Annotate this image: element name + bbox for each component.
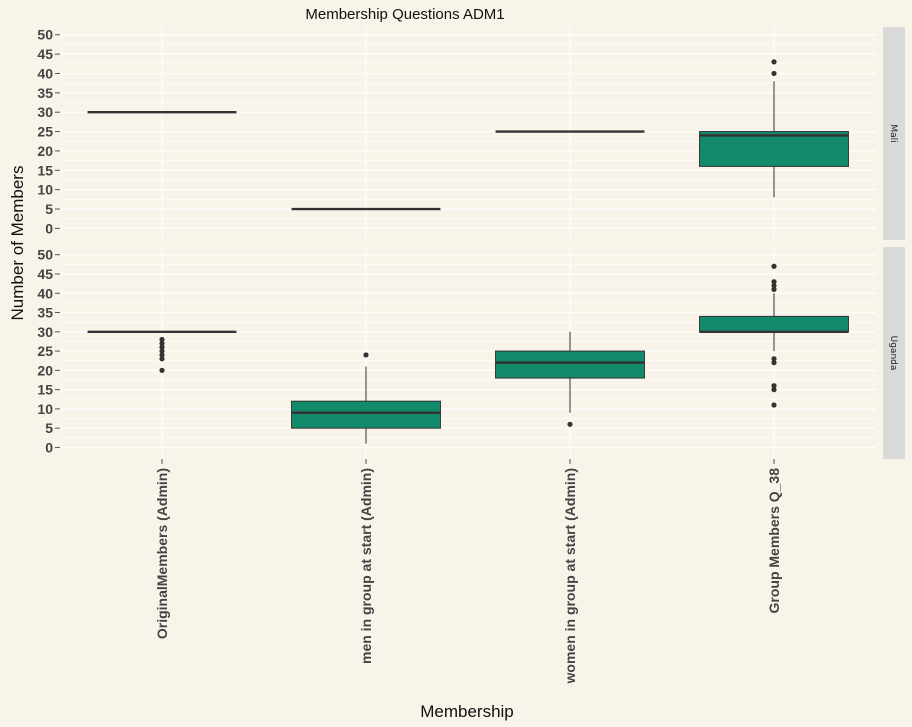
outlier-point — [771, 387, 777, 393]
y-tick-label: 5 — [45, 420, 53, 436]
y-tick-label: 0 — [45, 220, 53, 236]
y-tick-label: 10 — [37, 401, 53, 417]
facet-strip — [883, 247, 905, 459]
y-tick-label: 20 — [37, 362, 53, 378]
outlier-point — [159, 344, 165, 350]
y-tick-label: 50 — [37, 247, 53, 263]
y-tick-label: 40 — [37, 285, 53, 301]
outlier-point — [567, 421, 573, 427]
box-uganda-0 — [87, 330, 237, 373]
outlier-point — [771, 383, 777, 389]
y-axis-title: Number of Members — [8, 166, 27, 321]
box-mali-3 — [699, 59, 849, 198]
y-tick-label: 15 — [37, 162, 53, 178]
y-tick-label: 30 — [37, 324, 53, 340]
y-tick-label: 45 — [37, 46, 53, 62]
box-uganda-1 — [291, 352, 441, 444]
y-tick-label: 0 — [45, 439, 53, 455]
y-tick-label: 10 — [37, 182, 53, 198]
outlier-point — [771, 279, 777, 285]
y-tick-label: 50 — [37, 27, 53, 43]
outlier-point — [159, 336, 165, 343]
outlier-point — [771, 402, 777, 408]
outlier-point — [159, 340, 165, 346]
outlier-point — [771, 360, 777, 366]
outlier-point — [771, 70, 777, 77]
box-iqr — [495, 350, 645, 379]
y-tick-label: 5 — [45, 201, 53, 217]
panel-background — [60, 247, 876, 459]
chart-title: Membership Questions ADM1 — [305, 6, 504, 23]
x-axis-title: Membership — [420, 702, 514, 721]
y-tick-label: 20 — [37, 143, 53, 159]
y-tick-label: 25 — [37, 343, 53, 359]
y-tick-label: 15 — [37, 382, 53, 398]
box-uganda-3 — [699, 263, 849, 408]
outlier-point — [159, 352, 165, 358]
outlier-point — [363, 352, 369, 358]
outlier-point — [159, 367, 165, 373]
box-iqr — [291, 400, 441, 429]
y-tick-label: 35 — [37, 305, 53, 321]
facet-strip — [883, 27, 905, 240]
y-tick-label: 35 — [37, 85, 53, 101]
box-uganda-2 — [495, 331, 645, 427]
y-tick-label: 30 — [37, 104, 53, 120]
y-tick-label: 40 — [37, 65, 53, 81]
y-tick-label: 25 — [37, 124, 53, 140]
outlier-point — [771, 286, 777, 292]
box-iqr — [699, 131, 849, 167]
x-tick-label: men in group at start (Admin) — [358, 468, 374, 664]
facet-strip-label: Uganda — [888, 336, 898, 371]
outlier-point — [771, 263, 777, 269]
box-iqr — [699, 315, 849, 333]
x-tick-label: OriginalMembers (Admin) — [154, 468, 170, 639]
outlier-point — [159, 348, 165, 354]
outlier-point — [771, 282, 777, 289]
x-tick-label: women in group at start (Admin) — [562, 468, 578, 684]
y-tick-label: 45 — [37, 266, 53, 282]
x-tick-label: Group Members Q_38 — [766, 468, 782, 614]
outlier-point — [159, 356, 165, 362]
outlier-point — [771, 59, 777, 65]
outlier-point — [771, 356, 777, 362]
facet-strip-label: Mali — [888, 124, 898, 142]
